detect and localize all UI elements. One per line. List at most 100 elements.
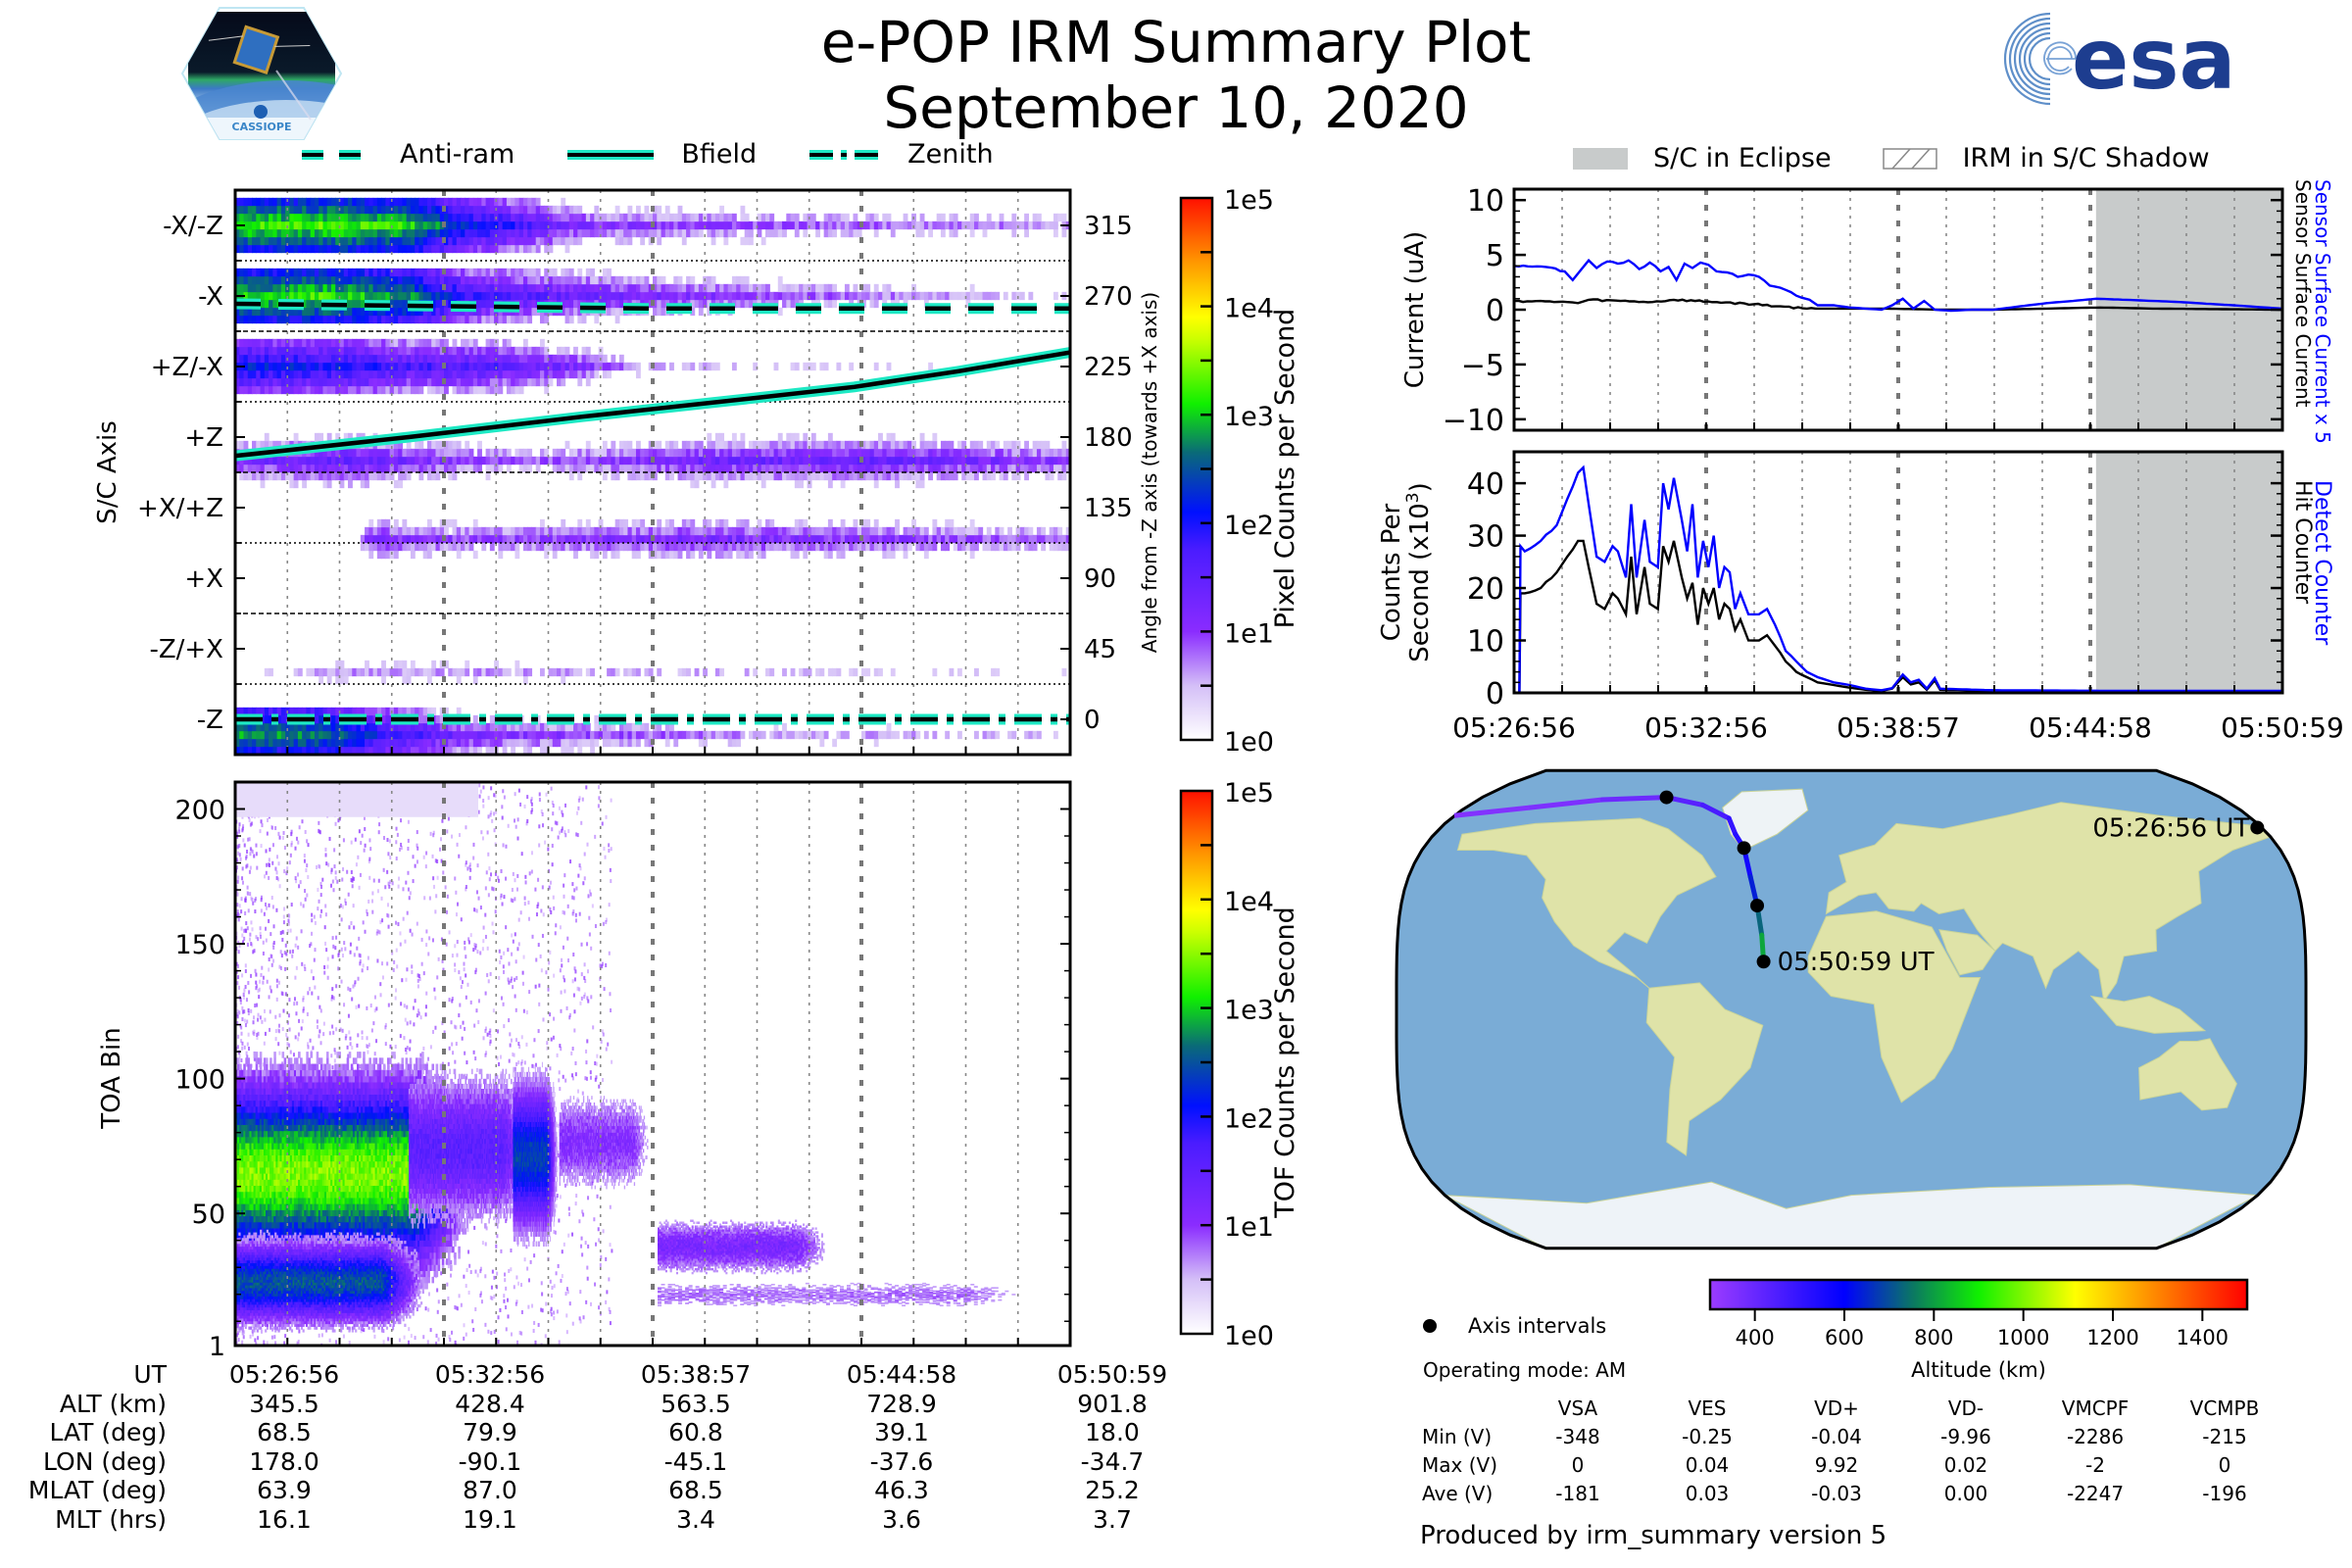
- heat-cell: [489, 236, 495, 246]
- heat-cell: [995, 667, 1001, 677]
- heat-cell: [376, 315, 382, 324]
- heat-cell: [740, 518, 746, 528]
- heat-cell: [748, 526, 754, 536]
- heat-cell: [343, 464, 349, 473]
- heat-cell: [657, 440, 662, 450]
- heat-cell: [452, 268, 458, 277]
- heat-cell: [360, 315, 366, 324]
- heat-cell: [326, 738, 332, 748]
- heat-cell: [623, 542, 629, 552]
- heat-cell: [468, 315, 474, 324]
- heat-cell: [415, 213, 420, 222]
- heat-cell: [406, 291, 412, 301]
- heat-cell: [790, 730, 796, 740]
- heat-cell: [932, 534, 938, 544]
- heat-cell: [531, 362, 537, 371]
- heat-cell: [744, 236, 750, 246]
- heat-cell: [280, 275, 286, 285]
- heat-cell: [444, 346, 449, 356]
- heat-cell: [836, 220, 842, 230]
- heat-cell: [506, 291, 512, 301]
- heat-cell: [448, 369, 454, 379]
- heat-cell: [765, 667, 770, 677]
- heat-cell: [581, 346, 587, 356]
- heat-cell: [306, 315, 312, 324]
- heat-cell: [360, 730, 366, 740]
- heat-cell: [623, 534, 629, 544]
- heat-cell: [322, 213, 328, 222]
- heat-cell: [882, 471, 888, 481]
- heat-cell: [664, 730, 670, 740]
- heat-cell: [393, 228, 399, 238]
- heat-cell: [618, 526, 624, 536]
- heat-cell: [306, 456, 312, 466]
- heat-cell: [439, 464, 445, 473]
- heat-cell: [485, 526, 491, 536]
- heat-cell: [1036, 534, 1042, 544]
- heat-cell: [489, 542, 495, 552]
- heat-cell: [448, 456, 454, 466]
- noise-dot: [298, 1018, 301, 1023]
- heat-cell: [276, 213, 282, 222]
- heat-cell: [757, 220, 762, 230]
- heat-cell: [356, 385, 362, 395]
- heat-cell: [657, 362, 662, 371]
- heat-cell: [568, 369, 574, 379]
- cassiope-logo-text: CASSIOPE: [232, 121, 292, 133]
- heat-cell: [1061, 213, 1067, 222]
- heat-cell: [598, 722, 604, 732]
- heat-cell: [769, 471, 775, 481]
- heat-cell: [276, 385, 282, 395]
- heat-cell: [844, 291, 850, 301]
- heat-cell: [289, 354, 295, 364]
- heat-cell: [498, 448, 504, 458]
- heat-cell: [677, 456, 683, 466]
- heat-cell: [276, 722, 282, 732]
- heat-cell: [714, 667, 720, 677]
- heat-cell: [694, 526, 700, 536]
- heat-cell: [272, 707, 278, 716]
- heat-cell: [744, 518, 750, 528]
- heat-cell: [969, 213, 975, 222]
- heat-cell: [239, 707, 245, 716]
- heat-cell: [857, 464, 862, 473]
- heat-cell: [906, 526, 912, 536]
- heat-cell: [694, 464, 700, 473]
- heat-cell: [518, 283, 524, 293]
- heat-cell: [819, 534, 825, 544]
- heat-cell: [330, 275, 336, 285]
- heat-cell: [280, 714, 286, 724]
- heat-cell: [280, 385, 286, 395]
- heat-cell: [393, 385, 399, 395]
- heat-cell: [318, 730, 324, 740]
- heat-cell: [518, 385, 524, 395]
- heat-cell: [568, 236, 574, 246]
- heat-cell: [293, 354, 299, 364]
- heat-cell: [748, 456, 754, 466]
- heat-cell: [498, 228, 504, 238]
- heat-cell: [426, 307, 432, 317]
- heat-cell: [235, 307, 240, 317]
- heat-cell: [673, 228, 679, 238]
- heat-cell: [398, 730, 403, 740]
- heat-cell: [535, 213, 541, 222]
- heat-cell: [618, 738, 624, 748]
- heat-cell: [611, 667, 616, 677]
- heat-cell: [372, 228, 378, 238]
- heat-cell: [577, 369, 583, 379]
- heat-cell: [306, 244, 312, 254]
- heat-cell: [969, 220, 975, 230]
- heat-cell: [506, 448, 512, 458]
- heat-cell: [452, 283, 458, 293]
- heat-cell: [577, 667, 583, 677]
- heat-cell: [444, 456, 449, 466]
- heat-cell: [365, 542, 369, 552]
- heat-cell: [1049, 220, 1054, 230]
- heat-cell: [235, 197, 240, 207]
- heat-cell: [740, 432, 746, 442]
- heat-cell: [256, 456, 262, 466]
- heat-cell: [322, 307, 328, 317]
- heat-cell: [535, 542, 541, 552]
- heat-cell: [522, 315, 528, 324]
- noise-dot: [296, 1001, 299, 1005]
